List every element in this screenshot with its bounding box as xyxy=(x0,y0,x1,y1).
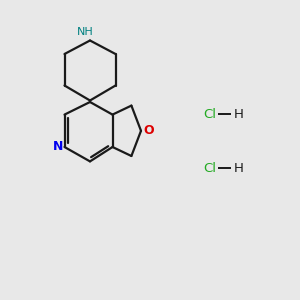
Text: N: N xyxy=(53,140,63,154)
Text: Cl: Cl xyxy=(203,107,216,121)
Text: O: O xyxy=(144,124,154,137)
Text: H: H xyxy=(234,107,244,121)
Text: Cl: Cl xyxy=(203,161,216,175)
Text: H: H xyxy=(234,161,244,175)
Text: NH: NH xyxy=(77,27,94,37)
